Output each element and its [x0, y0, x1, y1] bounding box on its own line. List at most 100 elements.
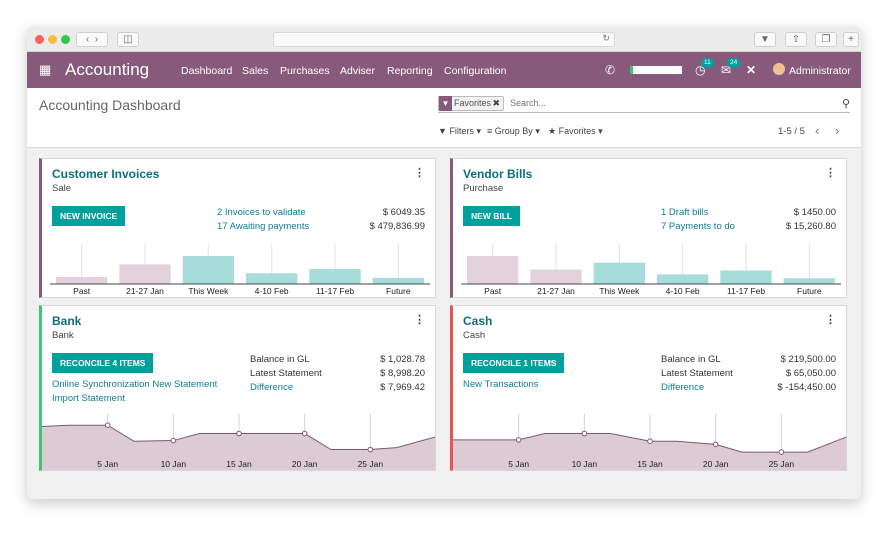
card-title[interactable]: Vendor Bills: [463, 167, 533, 181]
tabs-button[interactable]: ❐: [815, 32, 837, 47]
tick-label: 15 Jan: [637, 459, 663, 469]
card-title[interactable]: Bank: [52, 314, 82, 328]
search-icon[interactable]: ⚲: [841, 98, 850, 110]
tick-label: Past: [73, 286, 91, 296]
latest-statement-value: $ 65,050.00: [785, 368, 836, 379]
more-options-icon[interactable]: ⋮: [414, 167, 425, 179]
new-bill-button[interactable]: NEW BILL: [463, 206, 521, 226]
search-facet[interactable]: ▼ Favorites ✖: [438, 96, 505, 111]
avatar[interactable]: [773, 63, 785, 75]
card-subtitle: Purchase: [463, 183, 504, 194]
plus-icon: +: [848, 34, 854, 45]
download-button[interactable]: ▼: [754, 32, 776, 47]
tick-label: 20 Jan: [292, 459, 318, 469]
menu-reporting[interactable]: Reporting: [387, 65, 433, 77]
group-by-dropdown[interactable]: ≡ Group By ▾: [487, 126, 540, 136]
favorites-label: Favorites: [558, 126, 596, 136]
payments-to-do-link[interactable]: 7 Payments to do: [661, 221, 735, 232]
phone-icon[interactable]: ✆: [605, 63, 616, 77]
new-invoice-button[interactable]: NEW INVOICE: [52, 206, 126, 226]
bar: [309, 269, 361, 284]
tick-label: 25 Jan: [358, 459, 384, 469]
area-fill: [453, 433, 846, 470]
messages-icon[interactable]: ◷ 11: [695, 58, 714, 77]
menu-dashboard[interactable]: Dashboard: [181, 65, 233, 77]
balance-gl-label: Balance in GL: [250, 354, 310, 365]
tick-label: This Week: [599, 286, 640, 296]
pager-previous-icon[interactable]: ‹: [815, 123, 820, 138]
more-options-icon[interactable]: ⋮: [825, 314, 836, 326]
bar: [657, 274, 709, 284]
menu-sales[interactable]: Sales: [242, 65, 269, 77]
bar: [530, 269, 582, 284]
sidebar-icon: ◫: [123, 34, 133, 45]
tick-label: 11-17 Feb: [727, 286, 765, 296]
data-point: [301, 430, 308, 437]
remove-facet-icon[interactable]: ✖: [492, 98, 501, 108]
minimize-window-button[interactable]: [48, 35, 57, 44]
menu-configuration[interactable]: Configuration: [444, 65, 507, 77]
close-icon[interactable]: ✕: [746, 63, 757, 77]
search-input[interactable]: [510, 98, 820, 108]
activities-icon[interactable]: ✉ 24: [721, 58, 741, 77]
close-window-button[interactable]: [35, 35, 44, 44]
address-bar[interactable]: ↻: [273, 32, 615, 47]
data-point: [515, 437, 522, 443]
latest-statement-value: $ 8,998.20: [380, 368, 425, 379]
import-statement-link[interactable]: Import Statement: [52, 393, 125, 404]
pager-value[interactable]: 1-5 / 5: [778, 126, 805, 137]
voip-status-bar[interactable]: [630, 66, 682, 74]
chevron-right-icon[interactable]: ›: [94, 34, 99, 45]
chevron-left-icon[interactable]: ‹: [85, 34, 90, 45]
cash-area-chart[interactable]: 5 Jan 10 Jan 15 Jan 20 Jan 25 Jan: [453, 306, 847, 470]
difference-link[interactable]: Difference: [250, 382, 294, 393]
bar: [182, 256, 234, 284]
back-forward-buttons[interactable]: ‹ ›: [76, 32, 108, 47]
latest-statement-label: Latest Statement: [250, 368, 322, 379]
sidebar-toggle-button[interactable]: ◫: [117, 32, 139, 47]
filters-dropdown[interactable]: ▼ Filters ▾: [438, 126, 481, 136]
tick-label: 10 Jan: [572, 459, 598, 469]
facet-label: Favorites: [454, 98, 492, 108]
bank-area-chart[interactable]: 5 Jan 10 Jan 15 Jan 20 Jan 25 Jan: [42, 306, 436, 470]
data-point: [236, 430, 242, 437]
menu-purchases[interactable]: Purchases: [280, 65, 330, 77]
card-title[interactable]: Customer Invoices: [52, 167, 160, 181]
more-options-icon[interactable]: ⋮: [825, 167, 836, 179]
reconcile-button[interactable]: RECONCILE 1 ITEMS: [463, 353, 565, 373]
balance-gl-value: $ 219,500.00: [780, 354, 836, 365]
more-options-icon[interactable]: ⋮: [414, 314, 425, 326]
new-tab-button[interactable]: +: [843, 32, 859, 47]
online-sync-link[interactable]: Online Synchronization New Statement: [52, 379, 218, 390]
star-icon: ★: [548, 126, 557, 136]
difference-link[interactable]: Difference: [661, 382, 705, 393]
draft-bills-link[interactable]: 1 Draft bills: [661, 207, 709, 218]
filter-icon: ▼: [438, 126, 447, 136]
pager-next-icon[interactable]: ›: [835, 123, 840, 138]
apps-grid-icon[interactable]: ▦: [39, 62, 52, 77]
new-transactions-link[interactable]: New Transactions: [463, 379, 539, 390]
data-point: [104, 422, 111, 428]
tick-label: Future: [797, 286, 822, 296]
card-title[interactable]: Cash: [463, 314, 493, 328]
page-title: Accounting Dashboard: [39, 97, 181, 113]
user-menu[interactable]: Administrator: [789, 65, 851, 77]
bills-bar-chart[interactable]: Past 21-27 Jan This Week 4-10 Feb 11-17 Feb F…: [453, 159, 847, 297]
awaiting-payments-link[interactable]: 17 Awaiting payments: [217, 221, 310, 232]
invoices-to-validate-link[interactable]: 2 Invoices to validate: [217, 207, 306, 218]
share-icon: ⇧: [791, 34, 801, 45]
app-name[interactable]: Accounting: [65, 60, 150, 79]
bar: [467, 256, 519, 284]
menu-adviser[interactable]: Adviser: [340, 65, 376, 77]
bar: [593, 262, 645, 284]
reconcile-button[interactable]: RECONCILE 4 ITEMS: [52, 353, 154, 373]
invoices-bar-chart[interactable]: Past 21-27 Jan This Week 4-10 Feb 11-17 Feb F…: [42, 159, 436, 297]
favorites-dropdown[interactable]: ★ Favorites ▾: [548, 126, 603, 136]
share-button[interactable]: ⇧: [785, 32, 807, 47]
difference-value: $ -154,450.00: [777, 382, 836, 393]
zoom-window-button[interactable]: [61, 35, 70, 44]
data-point: [712, 441, 719, 448]
reload-icon[interactable]: ↻: [602, 33, 610, 43]
tick-label: 4-10 Feb: [666, 286, 700, 296]
browser-window: ‹ › ◫ ↻ ▼ ⇧ ❐ + ▦ Accounting Dashboard S…: [27, 27, 861, 499]
